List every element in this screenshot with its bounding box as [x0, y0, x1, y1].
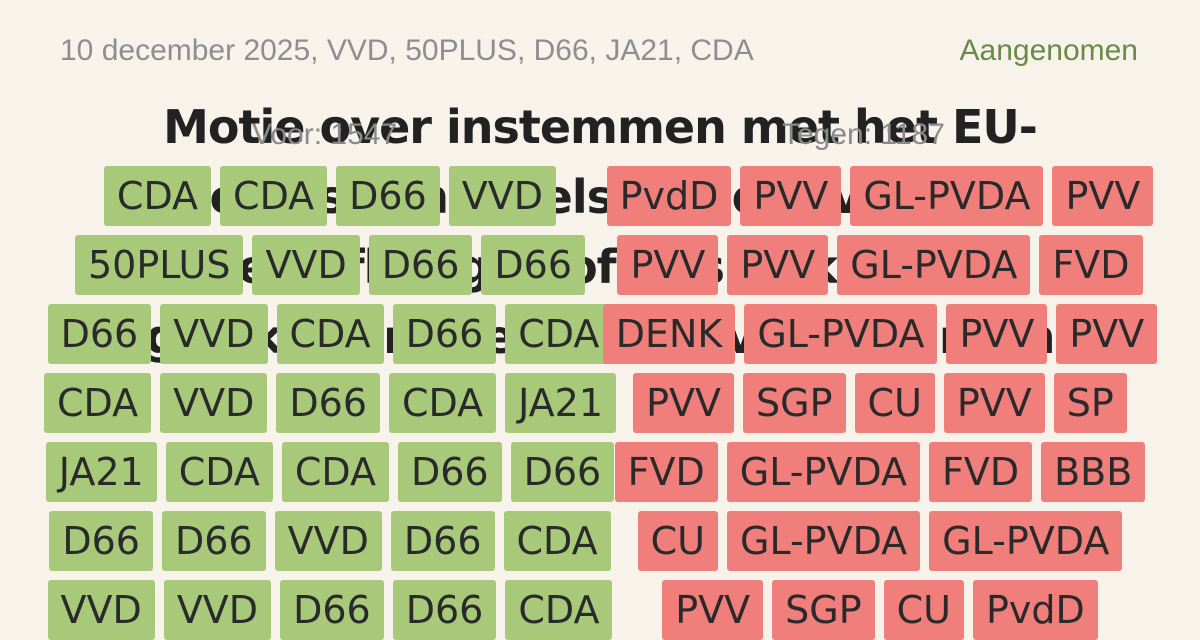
voor-party-chip: D66 — [481, 235, 585, 295]
voor-party-chip: CDA — [103, 166, 212, 226]
tegen-party-chip: GL-PVDA — [929, 511, 1123, 571]
voor-party-chip: D66 — [397, 442, 502, 502]
voor-row: CDA VVD D66 CDA JA21 — [40, 373, 620, 433]
voor-row: 50PLUS VVD D66 D66 — [40, 235, 620, 295]
status-label: Aangenomen — [959, 34, 1138, 67]
voor-column: CDA CDA D66 VVD 50PLUS VVD D66 D66 D66 VVD CDA D66 C… — [40, 166, 620, 640]
tegen-row: PvdD PVV GL-PVDA PVV — [600, 166, 1160, 226]
tegen-party-chip: PvdD — [972, 580, 1098, 640]
voor-row: JA21 CDA CDA D66 D66 — [40, 442, 620, 502]
tegen-party-chip: SP — [1053, 373, 1127, 433]
tegen-party-chip: GL-PVDA — [727, 511, 921, 571]
tegen-party-chip: PVV — [1056, 304, 1158, 364]
tegen-row: FVD GL-PVDA FVD BBB — [600, 442, 1160, 502]
voor-party-chip: VVD — [47, 580, 155, 640]
voor-party-chip: CDA — [503, 511, 611, 571]
tegen-row: PVV SGP CU PvdD — [600, 580, 1160, 640]
tegen-party-chip: PVV — [943, 373, 1045, 433]
tegen-party-chip: PVV — [946, 304, 1048, 364]
voor-party-chip: CDA — [276, 304, 384, 364]
tegen-party-chip: FVD — [1039, 235, 1143, 295]
voor-party-chip: VVD — [252, 235, 360, 295]
voor-party-chip: 50PLUS — [75, 235, 244, 295]
tegen-party-chip: PVV — [1052, 166, 1154, 226]
tegen-party-chip: SGP — [772, 580, 875, 640]
tegen-party-chip: PvdD — [606, 166, 732, 226]
voor-party-chip: VVD — [160, 373, 268, 433]
voor-party-chip: D66 — [390, 511, 495, 571]
tegen-row: DENK GL-PVDA PVV PVV — [600, 304, 1160, 364]
tegen-party-chip: GL-PVDA — [837, 235, 1031, 295]
voor-party-chip: VVD — [274, 511, 382, 571]
voor-row: VVD VVD D66 D66 CDA — [40, 580, 620, 640]
tegen-party-chip: PVV — [740, 166, 842, 226]
voor-party-chip: D66 — [280, 580, 384, 640]
tegen-party-chip: DENK — [602, 304, 736, 364]
voor-party-chip: JA21 — [505, 373, 617, 433]
tegen-party-chip: CU — [854, 373, 935, 433]
tegen-party-chip: FVD — [614, 442, 718, 502]
tegen-row: PVV PVV GL-PVDA FVD — [600, 235, 1160, 295]
voor-count: Voor: 1547 — [252, 118, 398, 151]
voor-party-chip: CDA — [389, 373, 497, 433]
voor-party-chip: D66 — [276, 373, 380, 433]
tegen-party-chip: GL-PVDA — [850, 166, 1044, 226]
tegen-party-chip: PVV — [633, 373, 735, 433]
voor-party-chip: CDA — [165, 442, 273, 502]
voor-party-chip: D66 — [392, 580, 497, 640]
voor-row: D66 VVD CDA D66 CDA — [40, 304, 620, 364]
voor-party-chip: CDA — [220, 166, 328, 226]
voor-party-chip: D66 — [47, 304, 152, 364]
tegen-party-chip: PVV — [727, 235, 829, 295]
voor-row: D66 D66 VVD D66 CDA — [40, 511, 620, 571]
tegen-party-chip: FVD — [928, 442, 1033, 502]
voor-party-chip: D66 — [510, 442, 615, 502]
voor-party-chip: VVD — [448, 166, 557, 226]
voor-party-chip: CDA — [505, 580, 613, 640]
voor-party-chip: VVD — [160, 304, 268, 364]
tegen-column: PvdD PVV GL-PVDA PVV PVV PVV GL-PVDA FVD DENK GL-… — [600, 166, 1160, 640]
tegen-party-chip: SGP — [743, 373, 846, 433]
voor-row: CDA CDA D66 VVD — [40, 166, 620, 226]
voor-party-chip: CDA — [43, 373, 152, 433]
voor-party-chip: D66 — [336, 166, 440, 226]
tegen-row: CU GL-PVDA GL-PVDA — [600, 511, 1160, 571]
voor-party-chip: D66 — [49, 511, 153, 571]
voor-party-chip: CDA — [505, 304, 613, 364]
tegen-party-chip: PVV — [617, 235, 719, 295]
tegen-party-chip: PVV — [662, 580, 764, 640]
voor-party-chip: JA21 — [45, 442, 157, 502]
voor-party-chip: D66 — [161, 511, 266, 571]
tegen-count: Tegen: 1187 — [782, 118, 945, 151]
tegen-party-chip: CU — [883, 580, 964, 640]
tegen-party-chip: GL-PVDA — [726, 442, 920, 502]
tegen-party-chip: CU — [637, 511, 718, 571]
voor-party-chip: VVD — [163, 580, 272, 640]
tegen-row: PVV SGP CU PVV SP — [600, 373, 1160, 433]
tegen-party-chip: BBB — [1041, 442, 1146, 502]
voor-party-chip: D66 — [392, 304, 497, 364]
tegen-party-chip: GL-PVDA — [744, 304, 938, 364]
vote-meta: 10 december 2025, VVD, 50PLUS, D66, JA21… — [60, 34, 754, 67]
voor-party-chip: CDA — [281, 442, 389, 502]
voor-party-chip: D66 — [368, 235, 473, 295]
